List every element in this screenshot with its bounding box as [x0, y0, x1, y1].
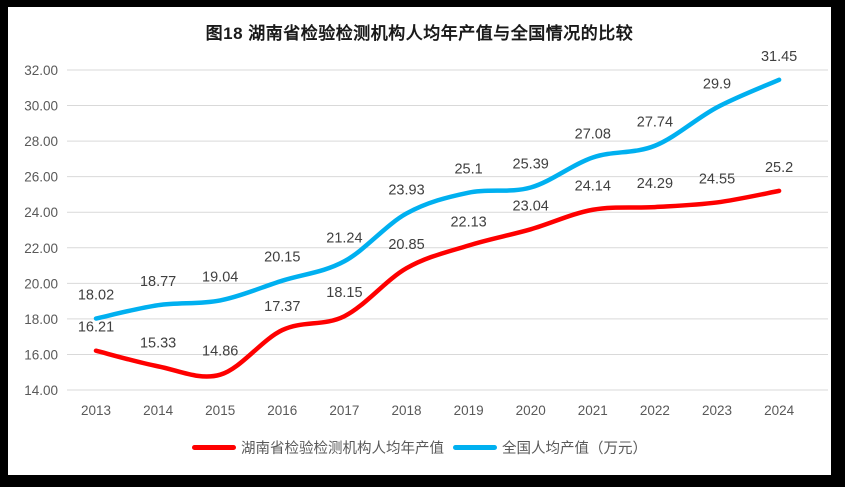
x-axis-tick-label: 2017: [329, 403, 359, 418]
x-axis-tick-label: 2018: [391, 403, 421, 418]
y-axis-tick-label: 18.00: [24, 312, 58, 327]
data-label-series-1: 31.45: [761, 49, 797, 65]
x-axis-tick-label: 2020: [516, 403, 546, 418]
data-label-series-1: 23.93: [388, 182, 424, 198]
y-axis-tick-label: 30.00: [24, 99, 58, 114]
y-axis-tick-label: 22.00: [24, 241, 58, 256]
data-label-series-0: 18.15: [326, 285, 362, 301]
legend-label-national: 全国人均产值（万元）: [502, 440, 647, 457]
y-axis-tick-label: 20.00: [24, 276, 58, 291]
y-axis-tick-label: 26.00: [24, 170, 58, 185]
data-label-series-1: 18.02: [78, 288, 114, 304]
x-axis-tick-label: 2022: [640, 403, 670, 418]
data-label-series-1: 27.08: [575, 126, 611, 142]
y-axis-tick-label: 14.00: [24, 383, 58, 398]
data-label-series-1: 27.74: [637, 115, 673, 131]
chart-legend: 湖南省检验检测机构人均年产值 全国人均产值（万元）: [8, 437, 831, 457]
series-line-1: [93, 77, 782, 321]
y-axis-tick-label: 16.00: [24, 347, 58, 362]
legend-item-national: 全国人均产值（万元）: [453, 437, 647, 458]
data-label-series-1: 20.15: [264, 250, 300, 266]
x-axis-tick-label: 2023: [702, 403, 732, 418]
data-label-series-1: 25.1: [454, 162, 482, 178]
data-label-series-0: 16.21: [78, 320, 114, 336]
data-label-series-0: 20.85: [388, 237, 424, 253]
chart-panel: 图18 湖南省检验检测机构人均年产值与全国情况的比较 14.00 16.00 18.…: [8, 7, 831, 475]
data-label-series-0: 14.86: [202, 344, 238, 360]
line-chart-plot-area: 14.00 16.00 18.00 20.00 22.00 24.00 26.00 28.00…: [24, 49, 828, 418]
data-label-series-0: 22.13: [450, 214, 486, 230]
y-axis-tick-label: 28.00: [24, 134, 58, 149]
data-label-series-1: 19.04: [202, 269, 238, 285]
x-axis-tick-label: 2014: [143, 403, 174, 418]
data-label-series-0: 15.33: [140, 335, 176, 351]
x-axis-tick-label: 2019: [454, 403, 484, 418]
x-axis-tick-label: 2024: [764, 403, 795, 418]
legend-label-hunan: 湖南省检验检测机构人均年产值: [241, 440, 444, 457]
x-axis-tick-label: 2015: [205, 403, 235, 418]
x-axis-tick-label: 2021: [578, 403, 608, 418]
data-label-series-0: 25.2: [765, 160, 793, 176]
chart-title: 图18 湖南省检验检测机构人均年产值与全国情况的比较: [205, 24, 634, 43]
data-label-series-0: 23.04: [513, 198, 549, 214]
legend-line-swatch-blue: [453, 444, 497, 450]
data-label-series-0: 17.37: [264, 299, 300, 315]
data-label-series-0: 24.14: [575, 179, 611, 195]
data-label-series-1: 29.9: [703, 76, 731, 92]
y-axis-tick-label: 32.00: [24, 63, 58, 78]
data-label-series-1: 18.77: [140, 274, 176, 290]
data-label-series-0: 24.29: [637, 176, 673, 192]
data-label-series-1: 21.24: [326, 230, 362, 246]
series-line-0: [93, 188, 782, 379]
y-axis-tick-label: 24.00: [24, 205, 58, 220]
data-label-series-0: 24.55: [699, 171, 735, 187]
data-label-series-1: 25.39: [513, 157, 549, 173]
legend-line-swatch-red: [192, 444, 236, 450]
legend-item-hunan: 湖南省检验检测机构人均年产值: [192, 437, 444, 458]
x-axis-tick-label: 2013: [81, 403, 111, 418]
x-axis-tick-label: 2016: [267, 403, 297, 418]
